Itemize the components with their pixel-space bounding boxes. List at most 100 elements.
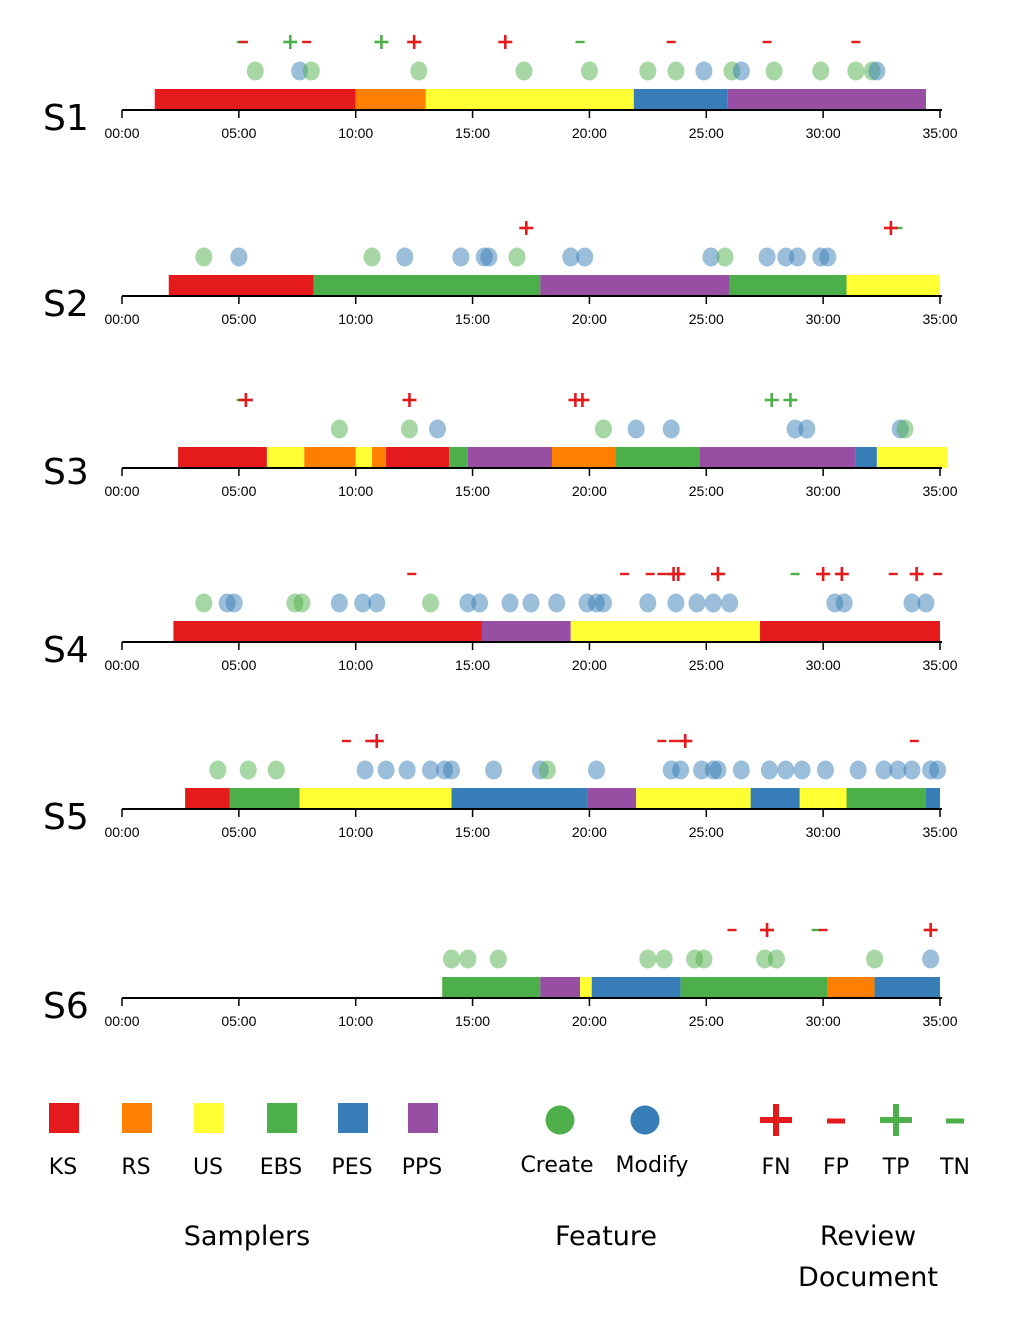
segment-ks — [185, 788, 230, 809]
tick-label: 15:00 — [455, 125, 490, 141]
feature-modify-dot — [662, 419, 680, 439]
session-label: S4 — [43, 630, 89, 671]
review-fp-mark — [407, 572, 417, 576]
segment-ebs — [449, 447, 468, 468]
legend-label-pes: PES — [331, 1155, 372, 1180]
feature-modify-dot — [702, 247, 720, 267]
segment-ebs — [680, 977, 828, 998]
feature-modify-dot — [875, 760, 893, 780]
feature-modify-dot — [835, 593, 853, 613]
minus-bar — [657, 572, 667, 576]
review-fp-mark — [302, 40, 312, 44]
feature-modify-dot — [667, 593, 685, 613]
minus-bar — [893, 226, 903, 230]
tick-label: 30:00 — [806, 824, 841, 840]
feature-create-dot — [302, 61, 320, 81]
segment-pps — [727, 89, 926, 110]
feature-modify-dot — [868, 61, 886, 81]
segment-pps — [540, 275, 730, 296]
tick-label: 25:00 — [689, 824, 724, 840]
feature-modify-dot — [693, 760, 711, 780]
segment-ebs — [846, 788, 926, 809]
feature-create-dot — [756, 949, 774, 969]
review-fn-mark — [816, 567, 831, 581]
review-tn-mark — [893, 226, 903, 230]
plus-vertical — [244, 393, 248, 407]
minus-bar — [365, 739, 375, 743]
tick-label: 20:00 — [572, 657, 607, 673]
plus-vertical — [789, 393, 792, 407]
review-tp-mark — [783, 393, 798, 407]
tick-label: 15:00 — [455, 483, 490, 499]
review-fp-mark — [365, 739, 375, 743]
review-fp-mark — [239, 40, 249, 44]
feature-create-dot — [410, 61, 428, 81]
feature-create-dot — [195, 247, 213, 267]
legend-group-review: Review — [820, 1221, 916, 1252]
segment-ks — [760, 621, 940, 642]
plus-vertical — [773, 1104, 779, 1136]
feature-modify-dot — [230, 247, 248, 267]
feature-create-dot — [639, 61, 657, 81]
minus-bar — [239, 40, 249, 44]
segment-pes — [451, 788, 588, 809]
review-fp-mark — [762, 40, 772, 44]
feature-modify-dot — [786, 419, 804, 439]
legend-label-create: Create — [520, 1153, 593, 1178]
tick-label: 05:00 — [221, 125, 256, 141]
review-fn-mark — [369, 734, 384, 748]
feature-modify-dot — [548, 593, 566, 613]
review-fp-mark — [727, 928, 737, 932]
plus-vertical — [503, 35, 507, 49]
tick-label: 20:00 — [572, 311, 607, 327]
segment-rs — [827, 977, 875, 998]
review-fp-mark — [669, 739, 679, 743]
segment-rs — [552, 447, 616, 468]
plus-vertical — [412, 35, 416, 49]
feature-modify-dot — [760, 760, 778, 780]
feature-create-dot — [594, 419, 612, 439]
minus-bar — [657, 739, 667, 743]
legend-label-ks: KS — [49, 1155, 77, 1180]
tick-label: 15:00 — [455, 824, 490, 840]
feature-create-dot — [293, 593, 311, 613]
segment-us — [299, 788, 452, 809]
tick-label: 20:00 — [572, 1013, 607, 1029]
feature-create-dot — [847, 61, 865, 81]
session-label: S6 — [43, 986, 89, 1027]
segment-ebs — [313, 275, 541, 296]
feature-modify-dot — [522, 593, 540, 613]
feature-create-dot — [580, 61, 598, 81]
legend-fn-symbol — [760, 1104, 792, 1136]
minus-bar — [575, 40, 585, 44]
feature-create-dot — [239, 760, 257, 780]
feature-modify-dot — [732, 760, 750, 780]
review-fp-mark — [341, 739, 351, 743]
feature-modify-dot — [903, 760, 921, 780]
feature-modify-dot — [788, 247, 806, 267]
feature-modify-dot — [587, 760, 605, 780]
segment-pps — [540, 977, 581, 998]
minus-bar — [790, 572, 800, 576]
segment-pps — [467, 447, 553, 468]
feature-modify-dot — [480, 247, 498, 267]
feature-create-dot — [767, 949, 785, 969]
tick-label: 10:00 — [338, 483, 373, 499]
legend-swatch-us — [194, 1103, 224, 1133]
segment-us — [636, 788, 751, 809]
feature-create-dot — [695, 949, 713, 969]
segment-pes — [874, 977, 940, 998]
tick-label: 35:00 — [922, 657, 957, 673]
tick-label: 10:00 — [338, 1013, 373, 1029]
legend-label-fp: FP — [823, 1155, 849, 1180]
legend-label-us: US — [193, 1155, 223, 1180]
feature-modify-dot — [672, 760, 690, 780]
minus-bar — [645, 572, 655, 576]
review-fn-mark — [575, 393, 590, 407]
review-fn-mark — [909, 567, 924, 581]
review-fp-mark — [657, 572, 667, 576]
legend-swatch-rs — [122, 1103, 152, 1133]
session-s4: 00:00 05:00 10:00 15:00 20:00 25:00 30:00 35:00… — [43, 567, 958, 673]
feature-create-dot — [400, 419, 418, 439]
review-fp-mark — [909, 739, 919, 743]
